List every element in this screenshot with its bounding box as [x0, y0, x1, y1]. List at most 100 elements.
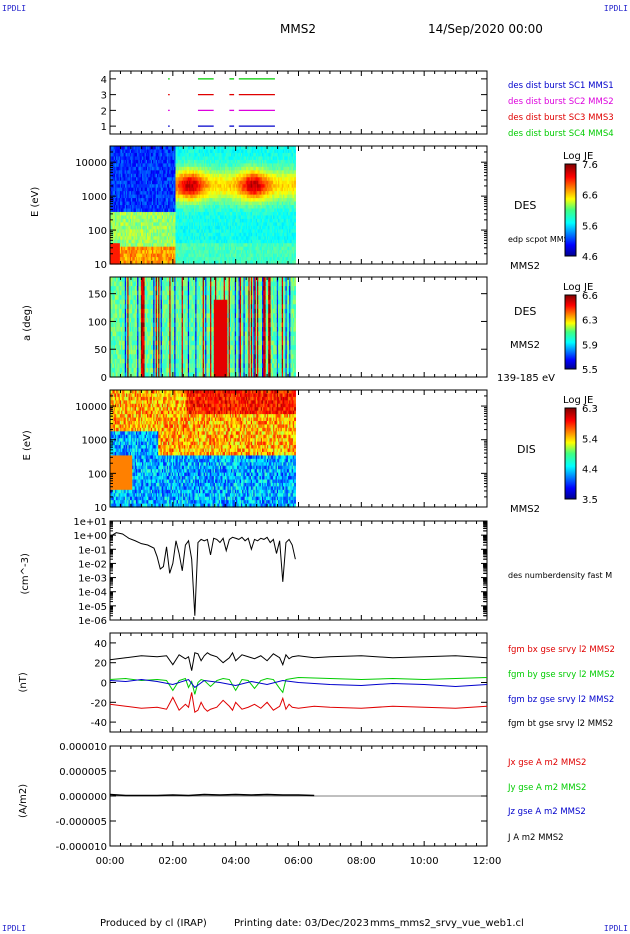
heatmap-cell — [168, 215, 170, 220]
heatmap-cell — [154, 232, 157, 237]
heatmap-cell — [144, 218, 147, 223]
heatmap-cell — [184, 257, 186, 262]
heatmap-cell — [148, 149, 151, 154]
heatmap-cell — [163, 218, 165, 223]
heatmap-cell — [177, 194, 180, 199]
heatmap-cell — [186, 243, 189, 248]
heatmap-cell — [148, 177, 151, 182]
heatmap-cell — [121, 239, 123, 244]
heatmap-cell — [119, 243, 122, 248]
heatmap-cell — [186, 229, 189, 234]
heatmap-cell — [142, 225, 144, 230]
heatmap-cell — [153, 201, 156, 206]
heatmap-cell — [155, 232, 158, 237]
heatmap-cell — [160, 201, 163, 206]
heatmap-cell — [186, 194, 189, 199]
heatmap-cell — [112, 211, 115, 217]
heatmap-cell — [148, 257, 151, 262]
heatmap-cell — [137, 149, 140, 154]
heatmap-cell — [128, 257, 131, 262]
heatmap-cell — [155, 180, 158, 185]
heatmap-cell — [123, 215, 126, 220]
heatmap-cell — [198, 177, 201, 182]
heatmap-cell — [118, 177, 121, 182]
heatmap-cell — [153, 152, 156, 158]
heatmap-cell — [113, 191, 116, 196]
heatmap-cell — [192, 152, 195, 158]
heatmap-cell — [177, 205, 180, 210]
heatmap-cell — [161, 239, 164, 244]
heatmap-cell — [126, 250, 128, 255]
heatmap-cell — [153, 159, 156, 164]
heatmap-cell — [153, 156, 156, 161]
heatmap-cell — [190, 215, 193, 220]
heatmap-cell — [117, 156, 120, 161]
heatmap-cell — [159, 184, 162, 189]
heatmap-cell — [123, 243, 126, 248]
heatmap-cell — [156, 260, 159, 265]
heatmap-cell — [134, 225, 137, 230]
heatmap-cell — [182, 218, 185, 223]
heatmap-cell — [166, 191, 169, 196]
heatmap-cell — [154, 250, 157, 255]
heatmap-cell — [166, 257, 169, 262]
heatmap-cell — [163, 173, 165, 178]
heatmap-cell — [143, 166, 146, 171]
heatmap-cell — [137, 253, 140, 258]
heatmap-cell — [169, 173, 172, 178]
heatmap-cell — [194, 236, 196, 241]
heatmap-cell — [152, 260, 154, 265]
heatmap-cell — [176, 218, 179, 223]
heatmap-cell — [160, 253, 163, 258]
heatmap-cell — [174, 170, 177, 175]
heatmap-cell — [144, 187, 147, 192]
heatmap-cell — [174, 159, 177, 164]
heatmap-cell — [195, 156, 198, 161]
heatmap-cell — [131, 177, 133, 182]
heatmap-cell — [139, 166, 142, 171]
heatmap-cell — [140, 194, 143, 199]
heatmap-cell — [149, 187, 152, 192]
corner-label-top-right: IPDLI — [603, 4, 628, 13]
heatmap-cell — [170, 170, 173, 175]
heatmap-cell — [196, 173, 199, 178]
heatmap-cell — [161, 156, 164, 161]
heatmap-cell — [168, 180, 170, 185]
heatmap-cell — [187, 166, 190, 171]
heatmap-cell — [128, 170, 131, 175]
heatmap-cell — [155, 229, 158, 234]
heatmap-cell — [180, 208, 183, 213]
heatmap-cell — [153, 225, 156, 230]
heatmap-cell — [182, 215, 185, 220]
heatmap-cell — [192, 184, 195, 189]
heatmap-cell — [150, 180, 153, 185]
heatmap-cell — [195, 253, 198, 258]
heatmap-cell — [117, 211, 120, 217]
heatmap-cell — [166, 201, 169, 206]
heatmap-cell — [196, 229, 199, 234]
heatmap-cell — [142, 229, 144, 234]
heatmap-cell — [200, 205, 203, 210]
heatmap-cell — [128, 260, 131, 265]
heatmap-cell — [168, 177, 170, 182]
heatmap-cell — [153, 187, 156, 192]
heatmap-cell — [122, 177, 125, 182]
heatmap-cell — [201, 232, 204, 237]
heatmap-cell — [164, 201, 167, 206]
heatmap-cell — [113, 156, 116, 161]
heatmap-cell — [187, 232, 190, 237]
heatmap-cell — [134, 222, 137, 227]
heatmap-cell — [145, 229, 148, 234]
heatmap-cell — [149, 225, 152, 230]
y-tick-label: 4 — [101, 75, 107, 86]
heatmap-cell — [184, 149, 186, 154]
heatmap-cell — [112, 225, 115, 230]
heatmap-cell — [197, 236, 200, 241]
heatmap-cell — [135, 246, 138, 251]
heatmap-cell — [153, 177, 156, 182]
heatmap-cell — [122, 159, 125, 164]
heatmap-cell — [126, 177, 128, 182]
heatmap-cell — [180, 215, 183, 220]
heatmap-cell — [154, 222, 157, 227]
heatmap-cell — [138, 149, 141, 154]
